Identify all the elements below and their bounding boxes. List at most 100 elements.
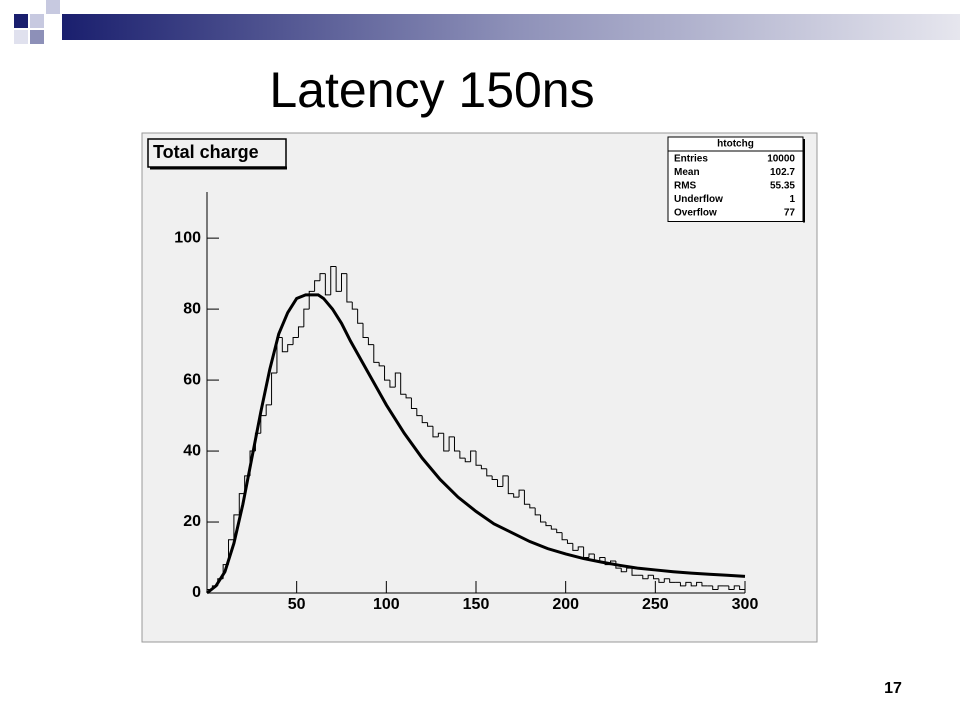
x-tick-label: 50 [288,596,306,613]
histogram-bin [303,308,310,327]
x-tick-label: 200 [552,596,579,613]
histogram-bin [556,529,563,534]
histogram-bin [330,266,337,295]
slide-title: Latency 150ns [269,62,594,118]
deco-square [46,0,60,14]
histogram-bin [281,337,288,353]
page-number: 17 [884,680,902,697]
x-tick-label: 100 [373,596,400,613]
histogram-bin [658,578,665,583]
histogram-bin [265,404,272,416]
histogram-bin [427,422,433,427]
stats-label: Entries [674,154,708,165]
histogram-bin [292,336,299,345]
histogram-bin [464,458,471,463]
stats-value: 1 [789,194,795,205]
histogram-bin [599,557,606,562]
histogram-bin [459,451,466,459]
histogram-bin [324,273,331,296]
histogram-bin [394,372,401,388]
y-tick-label: 60 [183,371,201,388]
histogram-bin [534,507,541,516]
deco-square [14,30,28,44]
histogram-bin [341,273,347,292]
stats-value: 102.7 [770,167,795,178]
histogram-bin [319,273,326,281]
y-tick-label: 80 [183,300,201,317]
histogram-bin [728,585,735,590]
histogram-bin [647,574,654,579]
stats-label: RMS [674,181,697,192]
stats-value: 55.35 [770,181,795,192]
histogram-bin [690,582,697,587]
histogram-bin [486,468,493,477]
histogram-bin [701,582,708,587]
histogram-bin [405,394,412,399]
histogram-bin [351,302,358,310]
histogram-bin [642,575,649,580]
histogram-bin [620,568,627,573]
histogram-bin [685,581,692,586]
x-tick-label: 250 [642,596,669,613]
histogram-bin [287,344,294,352]
chart-title: Total charge [153,142,259,162]
title-bar [62,14,960,40]
histogram-bin [733,585,740,590]
x-tick-label: 150 [463,596,490,613]
histogram-bin [335,266,342,292]
histogram-bin [271,372,277,405]
stats-label: Underflow [674,194,723,205]
histogram-bin [389,380,396,388]
histogram-bin [669,578,676,583]
histogram-bin [416,408,423,417]
stats-label: Overflow [674,208,717,219]
x-tick-label: 300 [732,596,759,613]
histogram-bin [238,493,245,515]
histogram-bin [696,581,702,586]
histogram-bin [491,475,498,480]
histogram-bin [437,432,444,437]
histogram-bin [513,493,520,498]
histogram-bin [421,415,428,424]
histogram-bin [314,280,320,292]
histogram-bin [518,489,525,498]
y-tick-label: 20 [183,513,201,530]
histogram-bin [523,490,530,505]
histogram-bin [545,522,552,527]
histogram-bin [529,504,536,509]
histogram-bin [631,568,638,576]
histogram-bin [410,397,417,409]
histogram-bin [362,323,369,338]
histogram-bin [470,450,476,462]
histogram-bin [432,426,439,438]
deco-square [30,14,44,28]
histogram-bin [378,362,385,367]
histogram-bin [367,337,374,346]
histogram-bin [588,553,595,558]
histogram-bin [308,290,315,310]
histogram-bin [384,365,390,381]
y-tick-label: 100 [174,229,201,246]
histogram-bin [577,546,584,551]
histogram-bin [572,543,579,551]
histogram-bin [297,326,304,338]
y-tick-label: 40 [183,442,201,459]
histogram-bin [497,479,503,488]
stats-title: htotchg [717,139,754,150]
histogram-bin [453,436,460,452]
histogram-bin [346,273,353,303]
deco-square [14,14,28,28]
histogram-bin [540,514,546,523]
deco-square [30,30,44,44]
y-tick-label: 0 [192,584,201,601]
histogram-bin [448,436,455,452]
stats-value: 10000 [767,154,795,165]
histogram-bin [663,578,670,583]
histogram-bin [653,575,659,580]
fit-curve [206,293,746,595]
histogram-bin [480,465,487,470]
histogram-bin [443,433,450,452]
histogram-bin [712,585,719,590]
